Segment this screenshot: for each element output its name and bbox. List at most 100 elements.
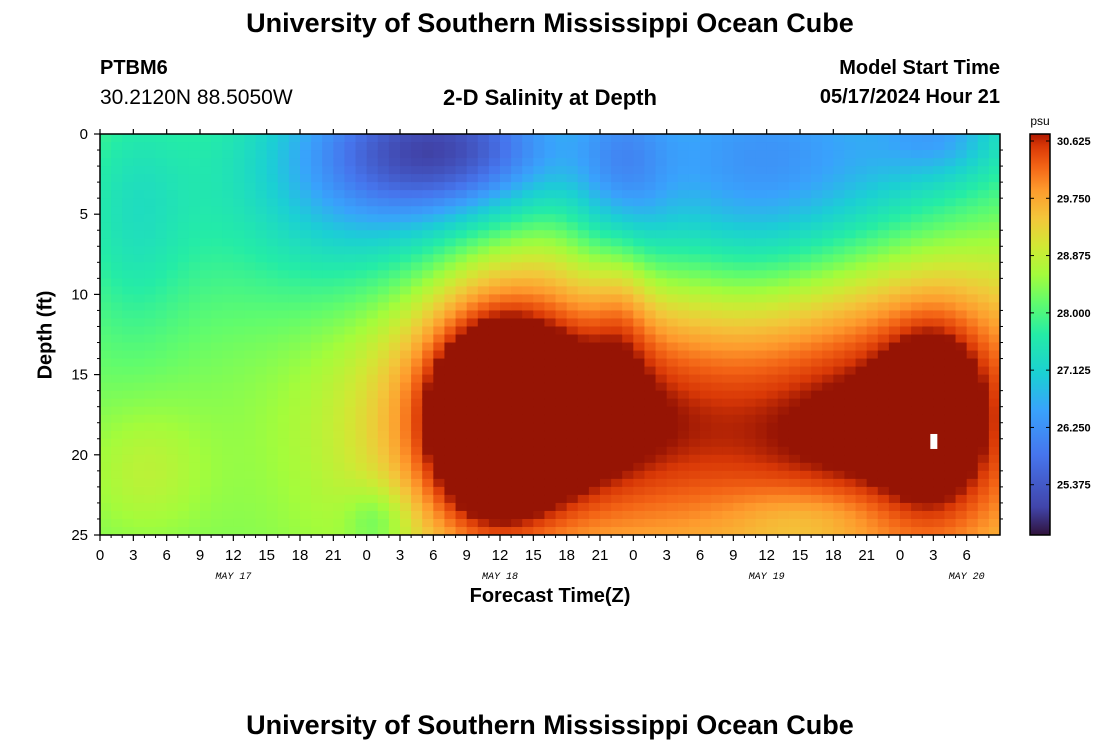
heatmap-cell xyxy=(355,206,368,215)
heatmap-cell xyxy=(255,414,268,424)
heatmap-cell xyxy=(544,414,557,424)
heatmap-cell xyxy=(988,438,1000,448)
heatmap-cell xyxy=(200,134,212,143)
heatmap-cell xyxy=(866,470,879,480)
heatmap-cell xyxy=(522,174,534,183)
heatmap-cell xyxy=(744,278,757,287)
heatmap-cell xyxy=(955,334,968,344)
heatmap-cell xyxy=(344,518,357,528)
heatmap-cell xyxy=(488,286,501,295)
heatmap-cell xyxy=(566,158,579,167)
heatmap-cell xyxy=(100,278,112,287)
heatmap-cell xyxy=(722,182,734,191)
heatmap-cell xyxy=(266,494,279,504)
heatmap-cell xyxy=(177,526,190,535)
heatmap-cell xyxy=(377,422,390,432)
heatmap-cell xyxy=(466,286,479,295)
heatmap-cell xyxy=(988,246,1000,255)
heatmap-cell xyxy=(588,134,601,143)
heatmap-cell xyxy=(800,358,812,368)
heatmap-cell xyxy=(555,526,568,535)
heatmap-cell xyxy=(222,222,234,231)
heatmap-cell xyxy=(188,310,201,320)
heatmap-cell xyxy=(666,174,679,183)
heatmap-cell xyxy=(155,150,168,159)
heatmap-cell xyxy=(188,254,201,263)
heatmap-cell xyxy=(600,510,612,520)
heatmap-cell xyxy=(444,454,457,464)
heatmap-cell xyxy=(800,398,812,408)
heatmap-cell xyxy=(166,414,179,424)
heatmap-cell xyxy=(777,478,790,488)
heatmap-cell xyxy=(355,262,368,271)
heatmap-cell xyxy=(300,494,312,504)
heatmap-cell xyxy=(200,518,212,528)
heatmap-cell xyxy=(977,158,990,167)
heatmap-cell xyxy=(877,350,890,360)
heatmap-cell xyxy=(600,214,612,223)
heatmap-cell xyxy=(866,278,879,287)
heatmap-cell xyxy=(266,286,279,295)
heatmap-cell xyxy=(122,470,134,480)
heatmap-cell xyxy=(233,238,246,247)
heatmap-cell xyxy=(711,358,723,368)
heatmap-cell xyxy=(666,238,679,247)
heatmap-cell xyxy=(133,262,146,271)
heatmap-cell xyxy=(911,430,923,440)
heatmap-cell xyxy=(588,190,601,199)
heatmap-cell xyxy=(366,254,379,263)
heatmap-cell xyxy=(244,174,257,183)
heatmap-cell xyxy=(155,238,168,247)
heatmap-cell xyxy=(433,166,446,175)
heatmap-cell xyxy=(755,238,768,247)
heatmap-cell xyxy=(577,406,590,416)
heatmap-cell xyxy=(711,278,723,287)
heatmap-cell xyxy=(300,246,312,255)
heatmap-cell xyxy=(455,430,468,440)
heatmap-cell xyxy=(822,198,834,207)
heatmap-cell xyxy=(322,246,334,255)
heatmap-cell xyxy=(877,366,890,376)
heatmap-cell xyxy=(522,166,534,175)
heatmap-cell xyxy=(900,494,912,504)
heatmap-cell xyxy=(366,214,379,223)
heatmap-cell xyxy=(333,310,346,320)
heatmap-cell xyxy=(677,358,690,368)
heatmap-cell xyxy=(844,190,857,199)
heatmap-cell xyxy=(855,166,868,175)
heatmap-cell xyxy=(266,238,279,247)
heatmap-cell xyxy=(377,230,390,239)
heatmap-cell xyxy=(988,350,1000,360)
heatmap-cell xyxy=(677,470,690,480)
heatmap-cell xyxy=(122,302,134,312)
heatmap-cell xyxy=(966,302,979,312)
heatmap-cell xyxy=(311,182,323,191)
heatmap-cell xyxy=(777,318,790,328)
heatmap-cell xyxy=(400,182,412,191)
heatmap-cell xyxy=(877,286,890,295)
heatmap-cell xyxy=(511,430,523,440)
heatmap-cell xyxy=(688,182,701,191)
heatmap-cell xyxy=(433,206,446,215)
heatmap-cell xyxy=(488,526,501,535)
x-tick-label: 0 xyxy=(896,547,904,564)
heatmap-cell xyxy=(933,182,946,191)
heatmap-cell xyxy=(255,406,268,416)
heatmap-cell xyxy=(122,478,134,488)
heatmap-cell xyxy=(844,254,857,263)
heatmap-cell xyxy=(977,510,990,520)
heatmap-cell xyxy=(577,438,590,448)
heatmap-cell xyxy=(122,486,134,496)
heatmap-cell xyxy=(500,294,512,304)
heatmap-cell xyxy=(255,334,268,344)
heatmap-cell xyxy=(288,390,301,400)
heatmap-cell xyxy=(666,478,679,488)
heatmap-cell xyxy=(544,174,557,183)
heatmap-cell xyxy=(788,454,801,464)
heatmap-cell xyxy=(100,294,112,304)
heatmap-cell xyxy=(777,270,790,279)
heatmap-cell xyxy=(900,454,912,464)
heatmap-cell xyxy=(455,166,468,175)
heatmap-cell xyxy=(722,518,734,528)
heatmap-cell xyxy=(977,294,990,304)
